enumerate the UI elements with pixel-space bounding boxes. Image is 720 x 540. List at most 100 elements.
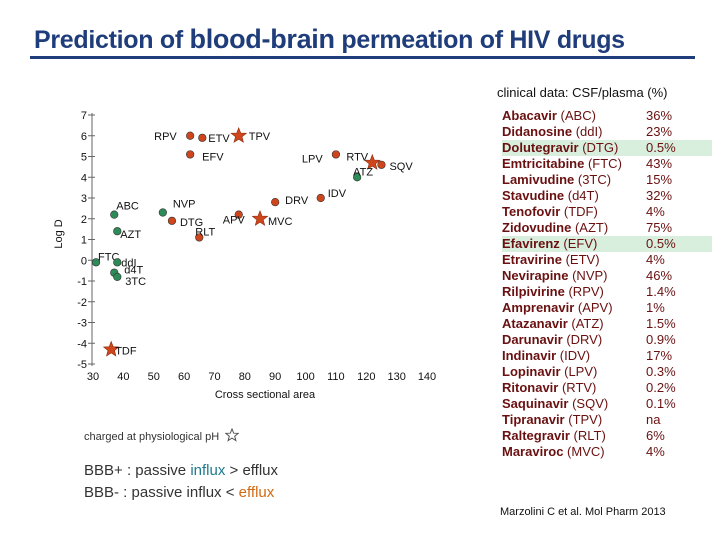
charged-note-text: charged at physiological pH [84, 431, 220, 443]
drug-name: Rilpivirine (RPV) [502, 284, 604, 299]
data-label-sqv: SQV [389, 161, 413, 173]
drug-row: Efavirenz (EFV) 0.5% [502, 236, 712, 252]
x-tick-label: 70 [208, 371, 220, 383]
drug-row: Tenofovir (TDF) 4% [502, 204, 712, 220]
data-point-azt [113, 227, 122, 236]
drug-name: Zidovudine (AZT) [502, 220, 609, 235]
drug-name: Ritonavir (RTV) [502, 380, 597, 395]
data-label-nvp: NVP [173, 199, 196, 211]
drug-name: Lopinavir (LPV) [502, 364, 598, 379]
drug-csf-value: 6% [646, 428, 665, 443]
drug-csf-value: 46% [646, 268, 673, 283]
data-label-ddi: ddI [121, 257, 136, 269]
y-tick-label: -2 [77, 297, 87, 309]
x-tick-label: 100 [296, 371, 314, 383]
data-label-rlt: RLT [195, 226, 215, 238]
drug-csf-value: 0.3% [646, 364, 676, 379]
data-label-dtg: DTG [180, 217, 203, 229]
drug-row: Emtricitabine (FTC) 43% [502, 156, 712, 172]
drug-row: Lamivudine (3TC) 15% [502, 172, 712, 188]
drug-row: Abacavir (ABC) 36% [502, 108, 712, 124]
x-tick-label: 80 [239, 371, 251, 383]
drug-csf-value: 0.2% [646, 380, 676, 395]
bbb-plus-influx: influx [190, 462, 226, 479]
data-label-abc: ABC [116, 201, 139, 213]
data-point-sqv [377, 160, 386, 169]
drug-name: Nevirapine (NVP) [502, 268, 608, 283]
data-point-rtv [363, 153, 381, 170]
title-underline [30, 56, 695, 59]
drug-row: Tipranavir (TPV) na [502, 412, 712, 428]
y-tick-label: 4 [81, 172, 87, 184]
drug-name: Tipranavir (TPV) [502, 412, 603, 427]
y-tick-label: -4 [77, 338, 87, 350]
bbb-plus-prefix: BBB+ : passive [84, 462, 191, 479]
data-label-d4t: d4T [124, 265, 143, 277]
drug-csf-value: 36% [646, 108, 673, 123]
data-point-atz [353, 173, 362, 182]
drug-name: Saquinavir (SQV) [502, 396, 609, 411]
y-tick-label: 1 [81, 235, 87, 247]
data-point-dtg [167, 216, 177, 225]
drug-row: Ritonavir (RTV) 0.2% [502, 380, 712, 396]
drug-name: Indinavir (IDV) [502, 348, 591, 363]
drug-row: Saquinavir (SQV) 0.1% [502, 396, 712, 412]
drug-csf-value: 0.5% [646, 236, 676, 251]
y-tick-label: 6 [81, 131, 87, 143]
drug-name: Stavudine (d4T) [502, 188, 599, 203]
data-label-drv: DRV [285, 195, 309, 207]
x-axis-label: Cross sectional area [215, 389, 316, 400]
y-tick-label: 3 [81, 193, 87, 205]
bbb-minus-note: BBB- : passive influx < efflux [84, 484, 274, 501]
drug-name: Abacavir (ABC) [502, 108, 596, 123]
data-label-rpv: RPV [154, 131, 177, 143]
drug-name: Didanosine (ddI) [502, 124, 603, 139]
drug-row: Amprenavir (APV) 1% [502, 300, 712, 316]
drug-row: Lopinavir (LPV) 0.3% [502, 364, 712, 380]
drug-csf-value: 0.5% [646, 140, 676, 155]
data-point-abc [110, 210, 119, 219]
y-tick-label: 2 [81, 214, 87, 226]
y-tick-label: -5 [77, 359, 87, 371]
drug-name: Darunavir (DRV) [502, 332, 603, 347]
drug-row: Rilpivirine (RPV) 1.4% [502, 284, 712, 300]
drug-name: Raltegravir (RLT) [502, 428, 606, 443]
x-tick-label: 120 [357, 371, 375, 383]
drug-row: Indinavir (IDV) 17% [502, 348, 712, 364]
x-tick-label: 50 [148, 371, 160, 383]
drug-row: Darunavir (DRV) 0.9% [502, 332, 712, 348]
x-tick-label: 130 [387, 371, 405, 383]
drug-csf-value: 43% [646, 156, 673, 171]
data-point-tpv [230, 126, 248, 143]
data-point-nvp [158, 208, 167, 217]
data-point-rlt [195, 233, 204, 242]
x-tick-label: 30 [87, 371, 99, 383]
data-label-efv: EFV [202, 151, 224, 163]
y-tick-label: 7 [81, 110, 87, 122]
data-label-etv: ETV [208, 133, 230, 145]
data-point-3tc [113, 272, 122, 281]
y-tick-label: -3 [77, 318, 87, 330]
star-outline-icon [224, 427, 240, 442]
title-part-3: permeation of HIV drugs [334, 26, 625, 54]
data-point-idv [316, 193, 325, 203]
citation: Marzolini C et al. Mol Pharm 2013 [500, 506, 666, 518]
page-title: Prediction of blood-brain permeation of … [34, 24, 625, 55]
drug-row: Atazanavir (ATZ) 1.5% [502, 316, 712, 332]
data-point-ddi [113, 258, 122, 267]
x-tick-label: 40 [117, 371, 129, 383]
drug-csf-value: 1% [646, 300, 665, 315]
y-axis-label: Log D [53, 219, 65, 248]
drug-name: Emtricitabine (FTC) [502, 156, 622, 171]
drug-row: Zidovudine (AZT) 75% [502, 220, 712, 236]
drug-name: Dolutegravir (DTG) [502, 140, 619, 155]
drug-name: Lamivudine (3TC) [502, 172, 612, 187]
drug-row: Etravirine (ETV) 4% [502, 252, 712, 268]
title-part-1: Prediction of [34, 26, 190, 54]
drug-name: Etravirine (ETV) [502, 252, 600, 267]
data-label-atz: ATZ [353, 166, 373, 178]
data-point-tdf [102, 340, 120, 357]
charged-note: charged at physiological pH [84, 427, 240, 443]
drug-csf-value: 32% [646, 188, 673, 203]
drug-csf-value: 1.4% [646, 284, 676, 299]
